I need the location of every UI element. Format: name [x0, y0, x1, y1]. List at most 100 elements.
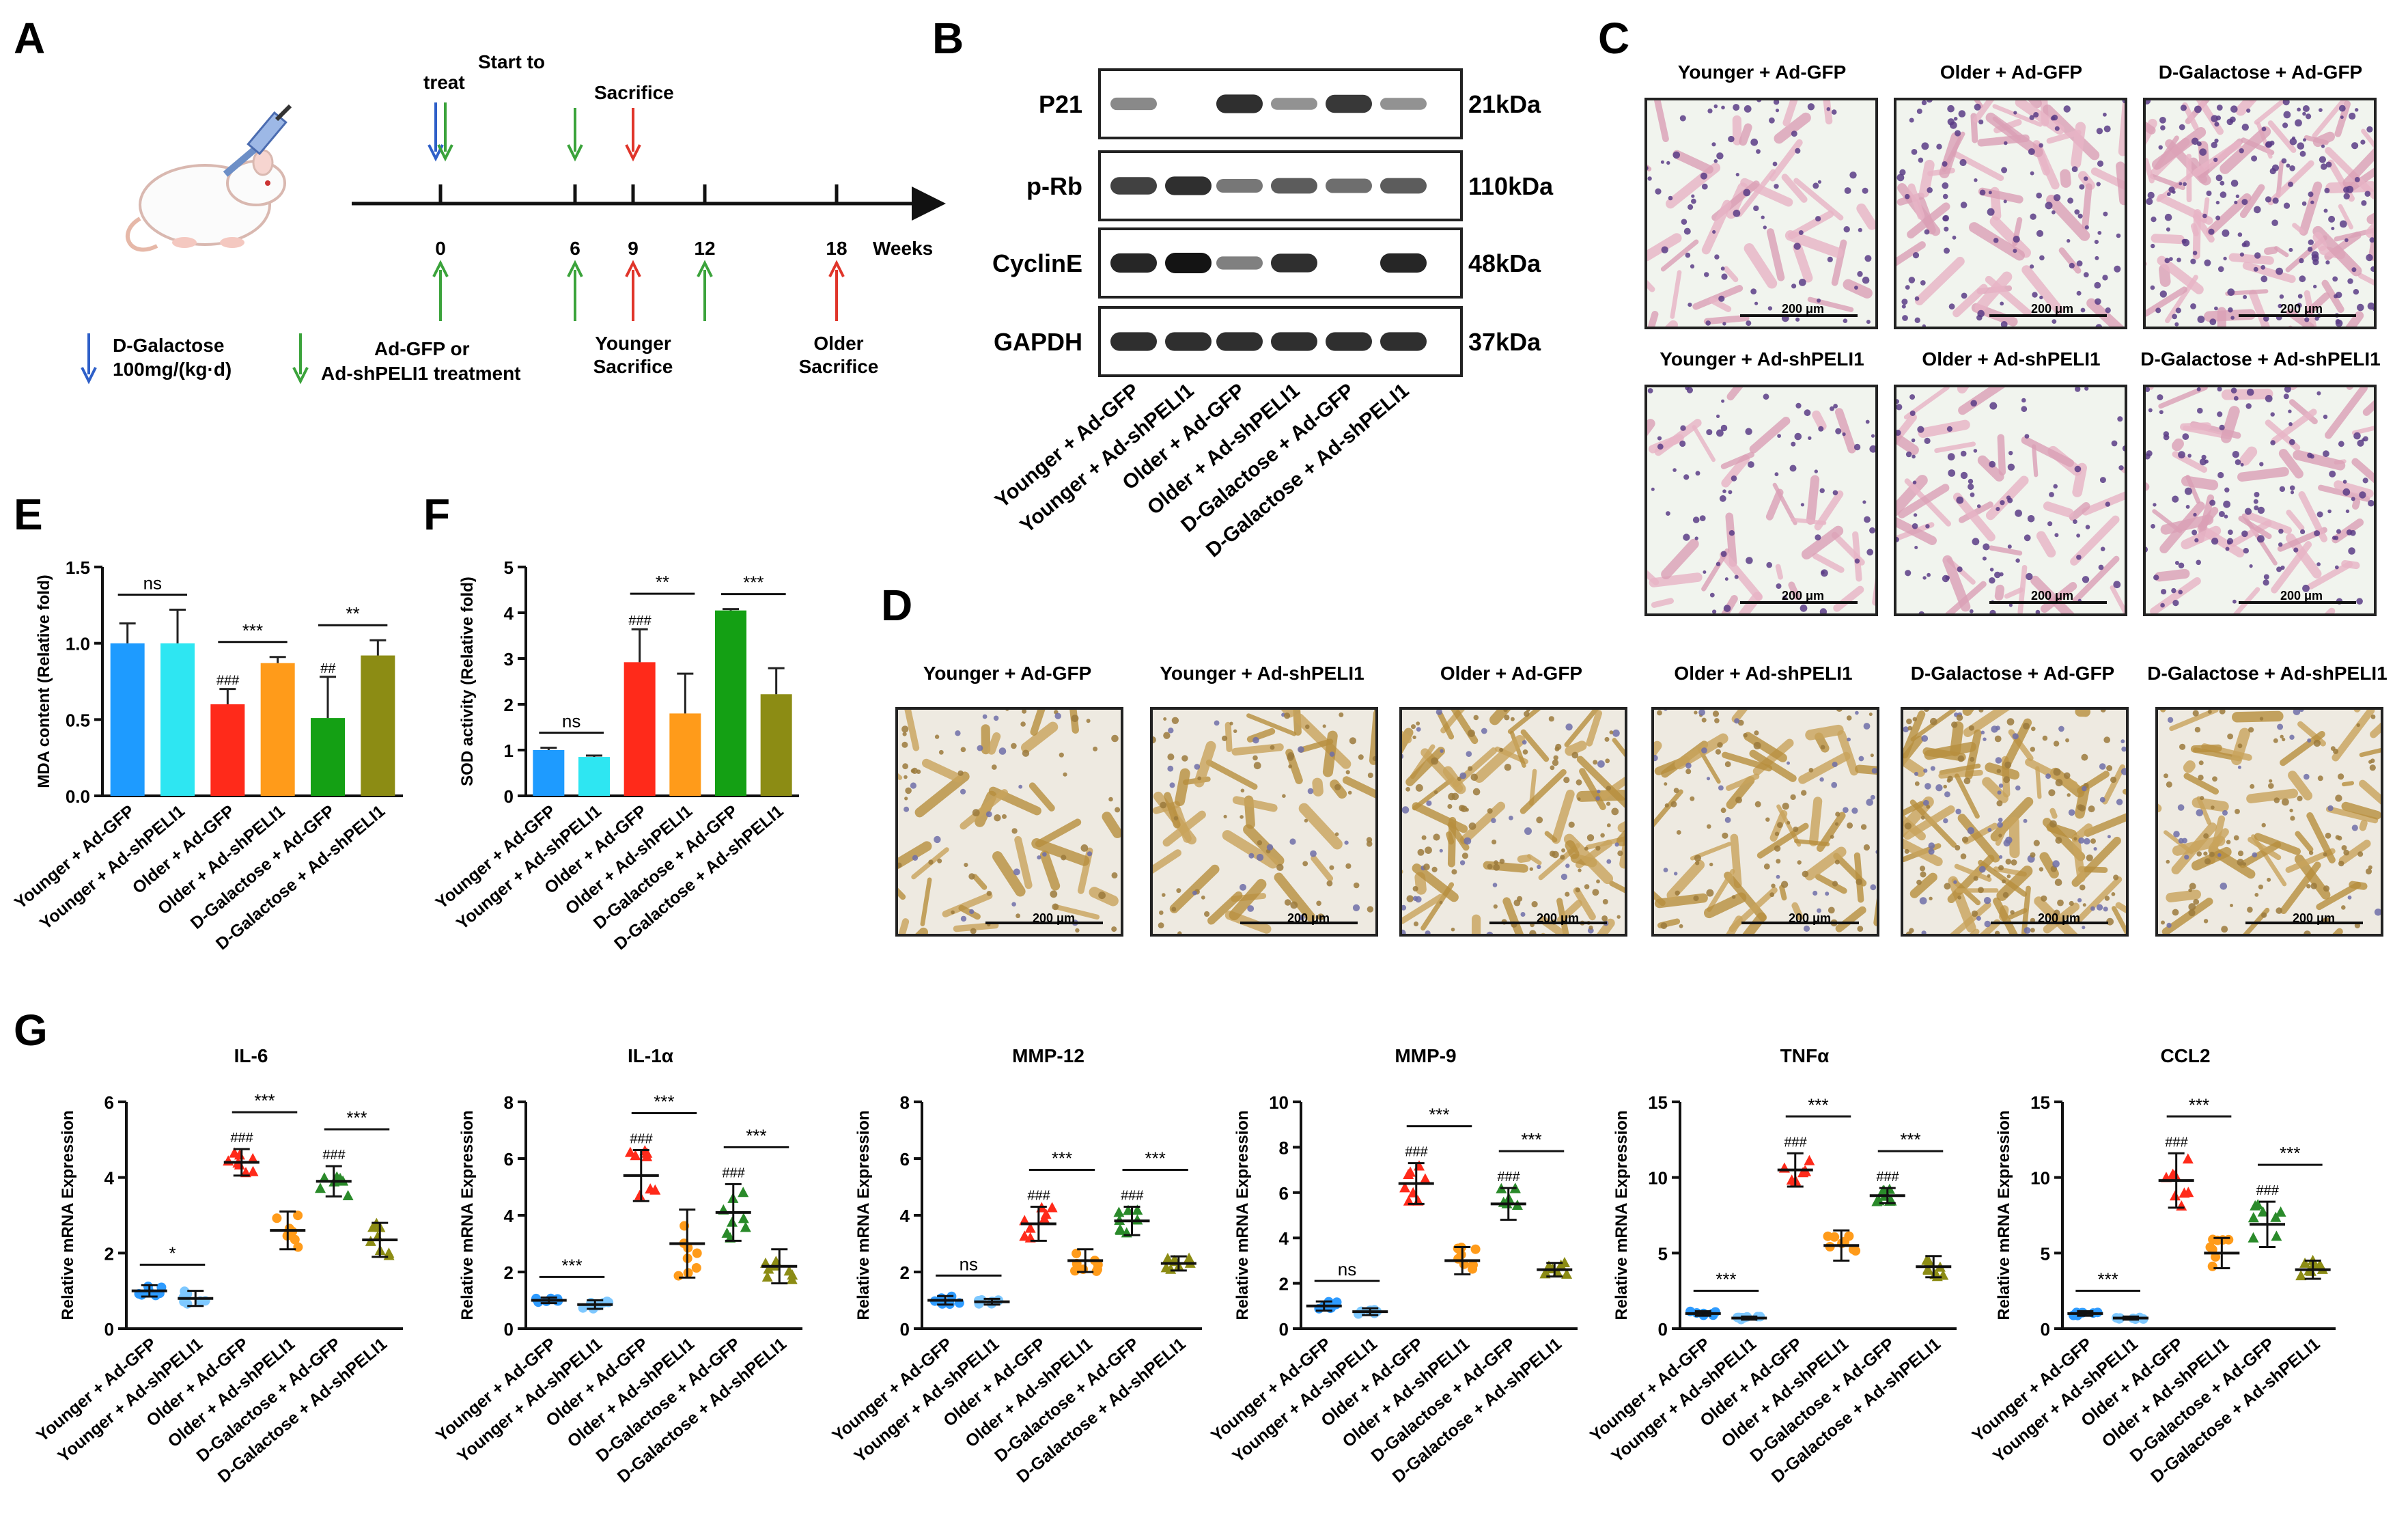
- he-title-5: Older + Ad-shPELI1: [1922, 348, 2100, 370]
- band-cycline-4: [1271, 253, 1317, 272]
- he-scale-label-1: 200 μm: [1782, 302, 1824, 316]
- ihc-image-6: [2123, 671, 2401, 956]
- band-cycline-2: [1165, 253, 1212, 273]
- chart-g-mmp-9-point-3-5: [1420, 1174, 1431, 1184]
- he-scale-label-2: 200 μm: [2031, 302, 2073, 316]
- chart-g-ccl2-ytick-5: 5: [2041, 1243, 2050, 1264]
- chart-g-ccl2-ytick-10: 10: [2030, 1168, 2050, 1189]
- he-image-5: [1882, 362, 2161, 633]
- chart-g-il-1-ytick-4: 4: [504, 1206, 514, 1226]
- ihc-scale-label-3: 200 μm: [1537, 911, 1579, 925]
- chart-g-il-1-point-5-1: [727, 1217, 738, 1227]
- he-title-6: D-Galactose + Ad-shPELI1: [2140, 348, 2380, 370]
- he-title-1: Younger + Ad-GFP: [1678, 61, 1847, 83]
- chart-e-comparison-label-2: ***: [242, 620, 263, 641]
- ihc-title-6: D-Galactose + Ad-shPELI1: [2147, 663, 2387, 684]
- chart-g-mmp-9-ytick-2: 2: [1279, 1274, 1289, 1295]
- chart-g-ccl2-point-4-6: [2208, 1262, 2217, 1271]
- chart-g-mmp-12-hash-5: ###: [1121, 1189, 1144, 1204]
- band-gapdh-3: [1216, 332, 1263, 350]
- arrow-green-up-12: [698, 263, 712, 321]
- older-sacrifice-2: Sacrifice: [799, 356, 879, 377]
- chart-g-il-6-point-5-2: [315, 1182, 326, 1193]
- chart-g-il-1-ytick-8: 8: [504, 1092, 514, 1113]
- chart-g-mmp-9-comparison-label-3: ***: [1521, 1129, 1541, 1150]
- ihc-title-4: Older + Ad-shPELI1: [1674, 663, 1852, 684]
- chart-g-mmp-12-point-3-7: [1047, 1202, 1058, 1213]
- he-image-3: [2108, 77, 2399, 356]
- chart-e-ylabel: MDA content (Relative fold): [35, 575, 53, 788]
- chart-g-ccl2-point-3-4: [2176, 1200, 2187, 1210]
- ihc-image-2: [1149, 666, 1393, 936]
- band-gapdh-6: [1380, 332, 1427, 350]
- chart-e-ytick-1-5: 1.5: [66, 557, 90, 578]
- chart-g-tnf-comparison-label-3: ***: [1900, 1129, 1920, 1150]
- chart-g-il-6-comparison-label-2: ***: [254, 1090, 275, 1111]
- chart-e-comparison-label-1: ns: [143, 573, 162, 594]
- ihc-scale-label-1: 200 μm: [1033, 911, 1075, 925]
- he-scale-label-5: 200 μm: [2031, 589, 2073, 603]
- chart-f-ytick-4: 4: [504, 603, 514, 624]
- chart-g-il-1-point-5-2: [738, 1213, 749, 1223]
- band-p-rb-2: [1165, 176, 1212, 195]
- chart-g-mmp-12-hash-3: ###: [1027, 1189, 1050, 1204]
- he-image-4: [1630, 361, 1879, 635]
- chart-g-il-6-comparison-label-1: *: [169, 1243, 176, 1263]
- chart-g-il-6-point-5-6: [343, 1190, 354, 1200]
- chart-g-mmp-12-title: MMP-12: [1012, 1045, 1084, 1066]
- arrow-green-up-0: [434, 263, 447, 321]
- chart-g-mmp-9-ytick-8: 8: [1279, 1137, 1289, 1158]
- chart-g-mmp-9-ylabel: Relative mRNA Expression: [1233, 1110, 1252, 1320]
- chart-g-il-6-title: IL-6: [234, 1045, 268, 1066]
- chart-g-ccl2-comparison-label-1: ***: [2097, 1269, 2118, 1290]
- he-scale-label-6: 200 μm: [2280, 589, 2323, 603]
- chart-g-tnf-point-4-3: [1823, 1232, 1833, 1241]
- he-title-2: Older + Ad-GFP: [1940, 61, 2082, 83]
- chart-f-hash-3: ###: [628, 613, 652, 628]
- legend-treat-2: Ad-shPELI1 treatment: [321, 363, 521, 384]
- weight-label-p21: 21kDa: [1468, 90, 1541, 118]
- chart-g-tnf-ytick-15: 15: [1648, 1092, 1668, 1113]
- band-gapdh-1: [1110, 332, 1157, 350]
- panel-label-g: G: [14, 1006, 48, 1055]
- chart-g-mmp-12-ylabel: Relative mRNA Expression: [854, 1110, 873, 1320]
- chart-g-mmp-12-comparison-label-3: ***: [1145, 1148, 1165, 1169]
- chart-g-il-6-point-4-6: [272, 1213, 281, 1223]
- he-scale-label-4: 200 μm: [1782, 589, 1824, 603]
- start-to-label: Start to: [478, 51, 545, 72]
- chart-g-mmp-9-comparison-label-2: ***: [1429, 1105, 1449, 1125]
- chart-g-il-1-ylabel: Relative mRNA Expression: [458, 1110, 477, 1320]
- chart-g-mmp-12-ytick-2: 2: [900, 1262, 910, 1283]
- chart-g-il-1-point-5-5: [738, 1187, 748, 1197]
- chart-e-ytick-0-5: 0.5: [66, 710, 90, 730]
- band-gapdh-2: [1165, 332, 1212, 350]
- chart-g-tnf-ytick-0: 0: [1658, 1319, 1668, 1340]
- chart-g-mmp-12-point-2-6: [994, 1295, 1003, 1305]
- chart-e-ytick-1-0: 1.0: [66, 634, 90, 654]
- chart-g-mmp-9-point-4-3: [1471, 1245, 1481, 1254]
- chart-e-bar-4: [261, 663, 295, 796]
- chart-g-mmp-12-ytick-8: 8: [900, 1092, 910, 1113]
- chart-g-ccl2-ytick-15: 15: [2030, 1092, 2050, 1113]
- chart-g-ccl2-point-3-8: [2170, 1190, 2181, 1200]
- chart-g-il-1-point-4-7: [674, 1271, 684, 1281]
- band-p-rb-4: [1271, 178, 1317, 194]
- panel-c-he-staining: Younger + Ad-GFP 200 μm Older + Ad-GFP 200 …: [1608, 57, 2399, 635]
- chart-f-comparison-label-2: **: [656, 572, 669, 592]
- ihc-title-3: Older + Ad-GFP: [1440, 663, 1582, 684]
- timeline-ticks: [440, 184, 837, 204]
- chart-g-mmp-12-point-4-8: [1070, 1266, 1080, 1275]
- chart-f-bar-3: [624, 662, 656, 796]
- chart-g-il-6-ylabel: Relative mRNA Expression: [59, 1110, 77, 1320]
- arrow-red-week9: [626, 108, 640, 158]
- chart-e-bar-3: [210, 704, 244, 796]
- protein-label-gapdh: GAPDH: [994, 328, 1082, 356]
- he-image-1: [1608, 73, 1877, 370]
- chart-g-ccl2-ylabel: Relative mRNA Expression: [1995, 1110, 2013, 1320]
- panel-label-c: C: [1598, 14, 1629, 63]
